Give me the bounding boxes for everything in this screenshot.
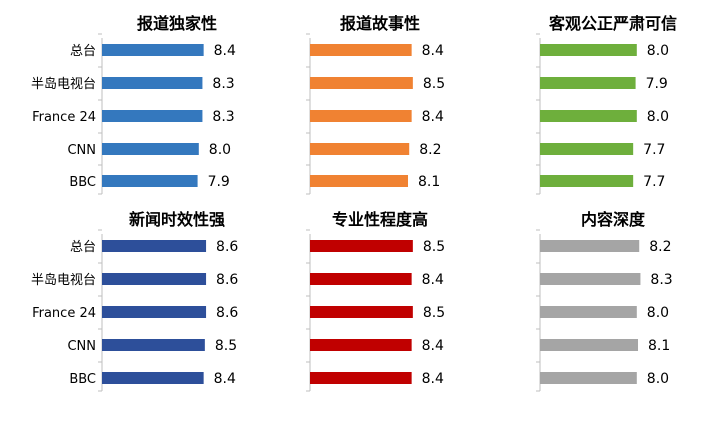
data-label: 8.4 — [422, 371, 444, 387]
data-label: 8.2 — [649, 239, 671, 255]
chart-panel: 客观公正严肃可信 8.0 7.9 8.0 7.7 7.7 — [536, 14, 677, 195]
data-label: 8.5 — [423, 76, 445, 92]
bar — [540, 240, 640, 252]
bar — [102, 306, 207, 318]
bar — [310, 110, 412, 122]
chart-title: 新闻时效性强 — [129, 210, 225, 229]
data-label: 8.0 — [647, 109, 669, 125]
bar — [310, 240, 413, 252]
data-label: 7.9 — [646, 76, 668, 92]
chart-title: 内容深度 — [581, 210, 646, 229]
bar — [540, 306, 637, 318]
data-label: 8.2 — [419, 142, 441, 158]
bar — [102, 110, 203, 122]
bar — [102, 372, 204, 384]
category-label: CNN — [67, 143, 96, 158]
data-label: 8.4 — [214, 371, 236, 387]
data-label: 8.5 — [423, 305, 445, 321]
data-label: 8.4 — [422, 272, 444, 288]
bar — [310, 339, 412, 351]
category-label: 半岛电视台 — [31, 272, 96, 288]
data-label: 8.6 — [216, 239, 238, 255]
category-label: 总台 — [70, 44, 96, 59]
bar — [102, 273, 207, 285]
bar — [540, 143, 634, 155]
data-label: 8.5 — [423, 239, 445, 255]
data-label: 7.9 — [208, 174, 230, 190]
bar — [102, 175, 198, 187]
data-label: 8.0 — [209, 142, 231, 158]
data-label: 8.1 — [648, 338, 670, 354]
data-label: 8.3 — [212, 109, 234, 125]
bar — [310, 372, 412, 384]
data-label: 8.0 — [647, 371, 669, 387]
bar — [102, 44, 204, 56]
category-label: 总台 — [70, 240, 96, 255]
chart-title: 客观公正严肃可信 — [549, 14, 677, 33]
category-label: France 24 — [32, 110, 96, 125]
bar — [310, 44, 412, 56]
bar — [102, 339, 205, 351]
category-label: CNN — [67, 339, 96, 354]
data-label: 8.4 — [422, 109, 444, 125]
bar — [540, 175, 634, 187]
bar — [540, 273, 641, 285]
chart-title: 专业性程度高 — [332, 210, 428, 229]
category-label: 半岛电视台 — [31, 76, 96, 92]
category-label: France 24 — [32, 306, 96, 321]
data-label: 8.0 — [647, 43, 669, 59]
chart-title: 报道独家性 — [137, 14, 217, 33]
bar — [540, 339, 639, 351]
data-label: 7.7 — [643, 142, 665, 158]
data-label: 8.4 — [422, 43, 444, 59]
bar — [310, 143, 410, 155]
chart-panel: 专业性程度高 8.5 8.4 8.5 8.4 8.4 — [306, 210, 445, 392]
bar — [310, 306, 413, 318]
data-label: 8.4 — [214, 43, 236, 59]
data-label: 8.6 — [216, 305, 238, 321]
data-label: 7.7 — [643, 174, 665, 190]
bar — [540, 77, 636, 89]
bar — [310, 77, 413, 89]
data-label: 8.3 — [650, 272, 672, 288]
data-label: 8.6 — [216, 272, 238, 288]
bar — [310, 273, 412, 285]
bar — [540, 372, 637, 384]
bar — [102, 77, 203, 89]
bar — [102, 240, 207, 252]
bar — [540, 44, 637, 56]
data-label: 8.0 — [647, 305, 669, 321]
bar — [102, 143, 199, 155]
data-label: 8.5 — [215, 338, 237, 354]
chart-title: 报道故事性 — [340, 14, 420, 33]
category-label: BBC — [69, 175, 96, 190]
category-label: BBC — [69, 372, 96, 387]
bar — [310, 175, 409, 187]
data-label: 8.3 — [212, 76, 234, 92]
data-label: 8.1 — [418, 174, 440, 190]
bar — [540, 110, 637, 122]
data-label: 8.4 — [422, 338, 444, 354]
